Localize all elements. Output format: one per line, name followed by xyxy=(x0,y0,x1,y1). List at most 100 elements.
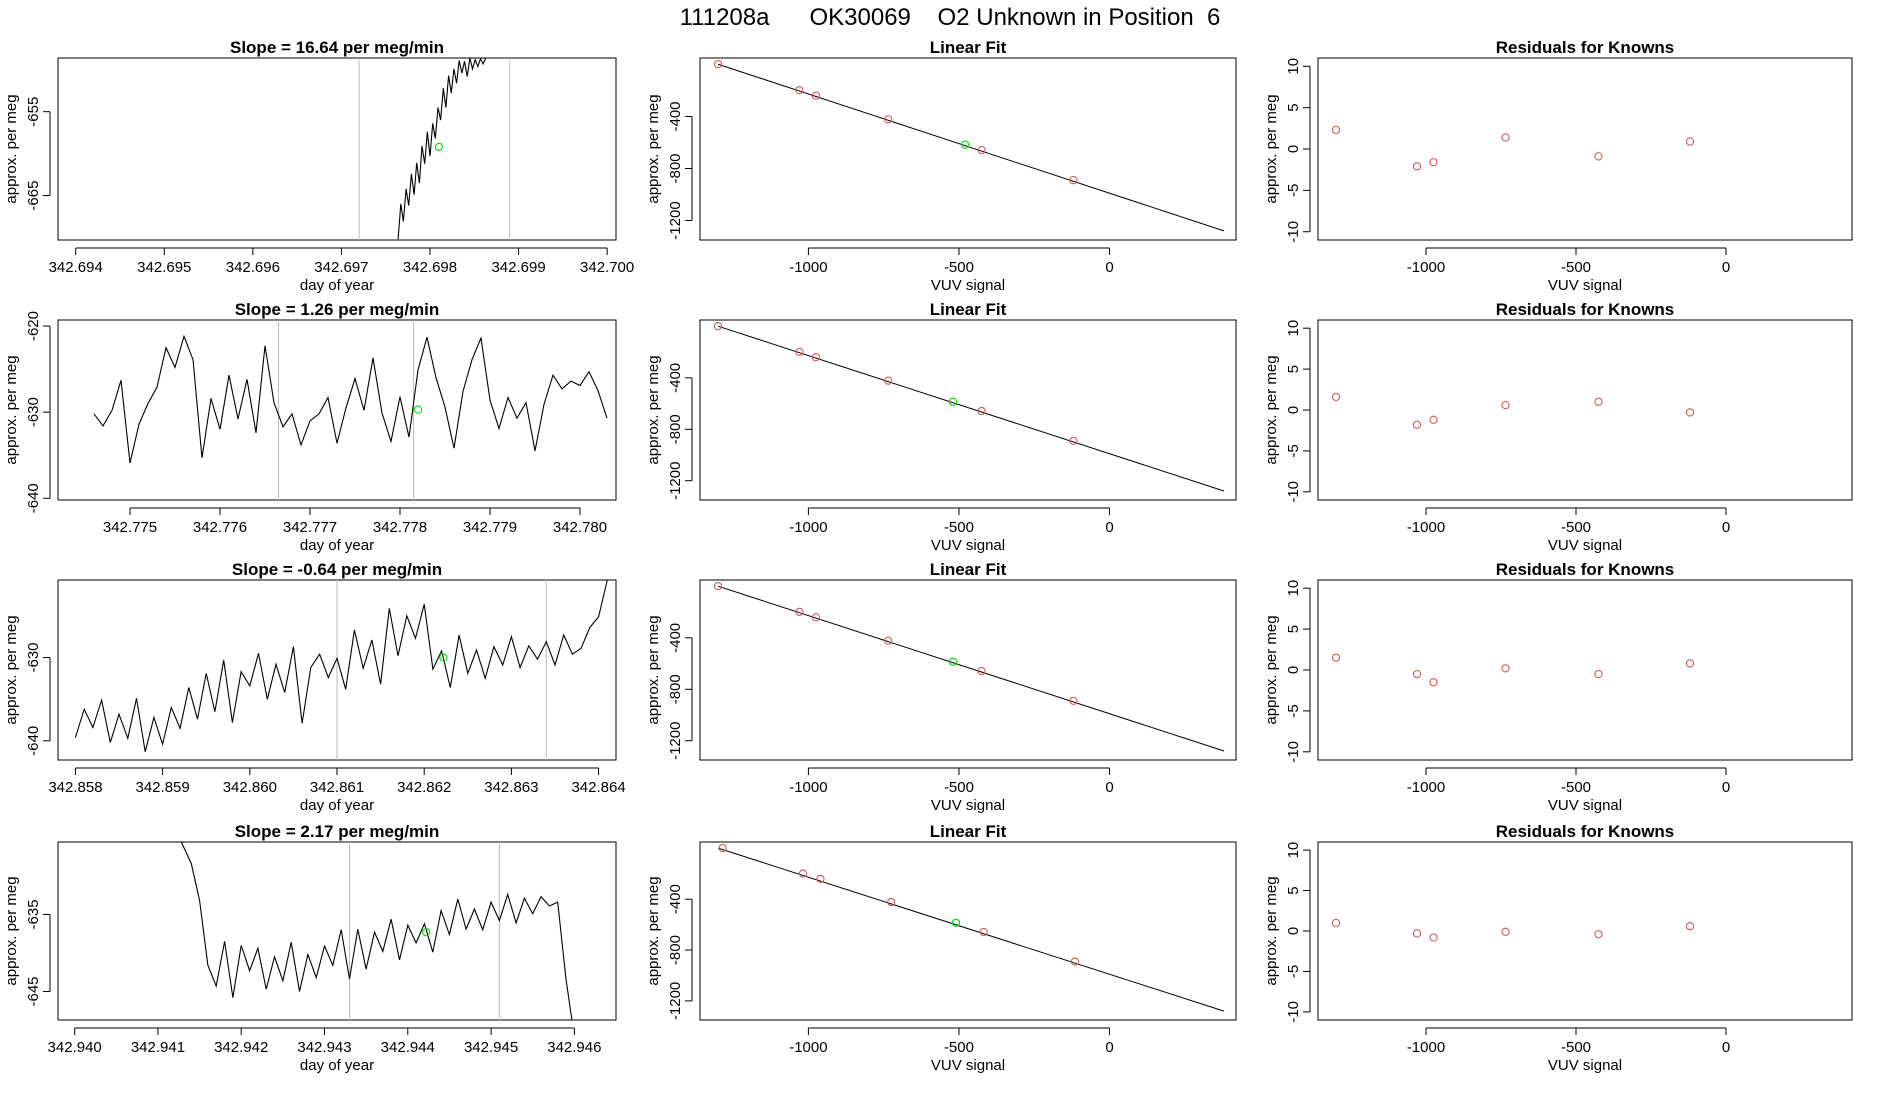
timeseries-1-plot-frame xyxy=(57,57,617,241)
timeseries-4-y-tick-label: -645 xyxy=(25,976,42,1006)
residuals-1-y-tick-label: -5 xyxy=(1285,184,1302,197)
timeseries-2-x-tick-label: 342.776 xyxy=(193,519,247,536)
linear-fit-3-y-tick-label: -800 xyxy=(667,674,684,704)
residuals-2-residual-point xyxy=(1501,400,1510,410)
residuals-1-residual-point xyxy=(1331,125,1341,135)
linear-fit-3-x-tick-label: -1000 xyxy=(789,779,827,796)
linear-fit-3-known-point xyxy=(1069,696,1078,706)
residuals-3-y-label: approx. per meg xyxy=(1263,615,1280,724)
residuals-2-x-tick-label: -1000 xyxy=(1407,519,1445,536)
linear-fit-2-known-point xyxy=(713,322,723,331)
residuals-2-residual-point xyxy=(1412,420,1422,429)
residuals-4-residual-point xyxy=(1412,929,1422,938)
timeseries-1-x-tick-label: 342.697 xyxy=(314,259,368,276)
linear-fit-1-plot-frame xyxy=(699,57,1237,241)
timeseries-2-y-tick-label: -640 xyxy=(25,483,42,513)
residuals-1-y-tick-label: -10 xyxy=(1285,221,1302,243)
residuals-1-residual-point xyxy=(1429,158,1438,167)
linear-fit-2-y-tick-label: -1200 xyxy=(667,462,684,500)
linear-fit-1-known-point xyxy=(811,91,821,100)
residuals-2-y-label: approx. per meg xyxy=(1263,355,1280,464)
timeseries-4-x-tick-label: 342.941 xyxy=(131,1039,185,1056)
residuals-1-residual-point xyxy=(1594,152,1603,161)
linear-fit-4-known-point xyxy=(718,843,727,853)
linear-fit-4-y-label: approx. per meg xyxy=(645,876,662,985)
residuals-2-plot-frame xyxy=(1317,319,1853,501)
linear-fit-4-known-point xyxy=(1070,957,1080,966)
linear-fit-1-known-point xyxy=(713,60,723,69)
residuals-3-y-tick-label: 10 xyxy=(1285,580,1302,597)
linear-fit-3-known-point xyxy=(884,636,893,645)
timeseries-4-x-label: day of year xyxy=(300,1057,374,1074)
residuals-4-y-tick-label: 0 xyxy=(1285,927,1302,935)
timeseries-4-x-tick-label: 342.942 xyxy=(214,1039,268,1056)
linear-fit-4-title: Linear Fit xyxy=(930,822,1007,841)
timeseries-4-y-tick-label: -635 xyxy=(25,899,42,929)
residuals-4-y-label: approx. per meg xyxy=(1263,876,1280,985)
timeseries-1-x-tick-label: 342.696 xyxy=(226,259,280,276)
residuals-4-y-tick-label: -5 xyxy=(1285,965,1302,978)
page-title: 111208a OK30069 O2 Unknown in Position 6 xyxy=(679,4,1221,31)
timeseries-2-y-label: approx. per meg xyxy=(3,355,20,464)
linear-fit-1-y-tick-label: -800 xyxy=(667,153,684,183)
residuals-4-title: Residuals for Knowns xyxy=(1496,822,1675,841)
linear-fit-1-known-point xyxy=(977,145,986,155)
timeseries-3-unknown-point xyxy=(439,653,448,662)
timeseries-4-series-line xyxy=(180,842,573,1020)
linear-fit-4-unknown-point xyxy=(951,918,961,928)
timeseries-3-x-tick-label: 342.858 xyxy=(48,779,102,796)
linear-fit-1-y-tick-label: -400 xyxy=(667,101,684,131)
timeseries-1-y-tick-label: -655 xyxy=(25,97,42,127)
linear-fit-2-x-tick-label: -1000 xyxy=(789,519,827,536)
residuals-2-x-label: VUV signal xyxy=(1548,537,1622,554)
timeseries-1-x-tick-label: 342.694 xyxy=(49,259,103,276)
linear-fit-1-y-label: approx. per meg xyxy=(645,94,662,203)
linear-fit-4-x-tick-label: -500 xyxy=(944,1039,974,1056)
residuals-3-x-label: VUV signal xyxy=(1548,797,1622,814)
timeseries-3-y-tick-label: -630 xyxy=(25,642,42,672)
timeseries-3-x-label: day of year xyxy=(300,797,374,814)
residuals-4-y-tick-label: 10 xyxy=(1285,842,1302,859)
timeseries-4-unknown-point xyxy=(421,928,431,937)
linear-fit-4-fit-line xyxy=(717,847,1225,1012)
residuals-3-y-tick-label: -5 xyxy=(1285,704,1302,717)
linear-fit-2-y-tick-label: -400 xyxy=(667,363,684,393)
timeseries-1-unknown-point xyxy=(434,142,444,152)
timeseries-1-title: Slope = 16.64 per meg/min xyxy=(230,38,444,57)
linear-fit-2-unknown-point xyxy=(948,397,958,406)
timeseries-1-y-tick-label: -665 xyxy=(25,181,42,211)
linear-fit-2-x-tick-label: -500 xyxy=(944,519,974,536)
linear-fit-2-y-tick-label: -800 xyxy=(667,414,684,444)
residuals-3-residual-point xyxy=(1331,653,1341,662)
linear-fit-4-plot-frame xyxy=(699,841,1237,1021)
timeseries-3-x-tick-label: 342.859 xyxy=(136,779,190,796)
residuals-4-y-tick-label: -10 xyxy=(1285,1001,1302,1023)
timeseries-2-plot-frame xyxy=(57,319,617,501)
residuals-2-residual-point xyxy=(1685,408,1695,417)
timeseries-4-x-tick-label: 342.946 xyxy=(547,1039,601,1056)
residuals-4-x-tick-label: -500 xyxy=(1561,1039,1591,1056)
linear-fit-4-x-label: VUV signal xyxy=(931,1057,1005,1074)
residuals-1-residual-point xyxy=(1412,162,1422,171)
residuals-1-x-label: VUV signal xyxy=(1548,277,1622,294)
linear-fit-3-fit-line xyxy=(717,585,1225,752)
residuals-3-x-tick-label: -500 xyxy=(1561,779,1591,796)
timeseries-1-x-tick-label: 342.699 xyxy=(491,259,545,276)
linear-fit-3-y-label: approx. per meg xyxy=(645,615,662,724)
linear-fit-1-known-point xyxy=(884,115,893,124)
linear-fit-4-y-tick-label: -1200 xyxy=(667,982,684,1020)
linear-fit-3-known-point xyxy=(977,666,986,676)
residuals-4-x-tick-label: 0 xyxy=(1722,1039,1730,1056)
timeseries-2-y-tick-label: -630 xyxy=(25,397,42,427)
residuals-3-y-tick-label: 0 xyxy=(1285,666,1302,674)
residuals-2-y-tick-label: -5 xyxy=(1285,444,1302,457)
timeseries-2-x-label: day of year xyxy=(300,537,374,554)
timeseries-2-y-tick-label: -620 xyxy=(25,311,42,341)
linear-fit-2-fit-line xyxy=(717,325,1225,492)
linear-fit-2-known-point xyxy=(977,406,986,416)
residuals-3-x-tick-label: -1000 xyxy=(1407,779,1445,796)
residuals-3-residual-point xyxy=(1501,664,1510,673)
residuals-2-residual-point xyxy=(1331,392,1341,402)
linear-fit-2-x-tick-label: 0 xyxy=(1105,519,1113,536)
timeseries-1-x-label: day of year xyxy=(300,277,374,294)
